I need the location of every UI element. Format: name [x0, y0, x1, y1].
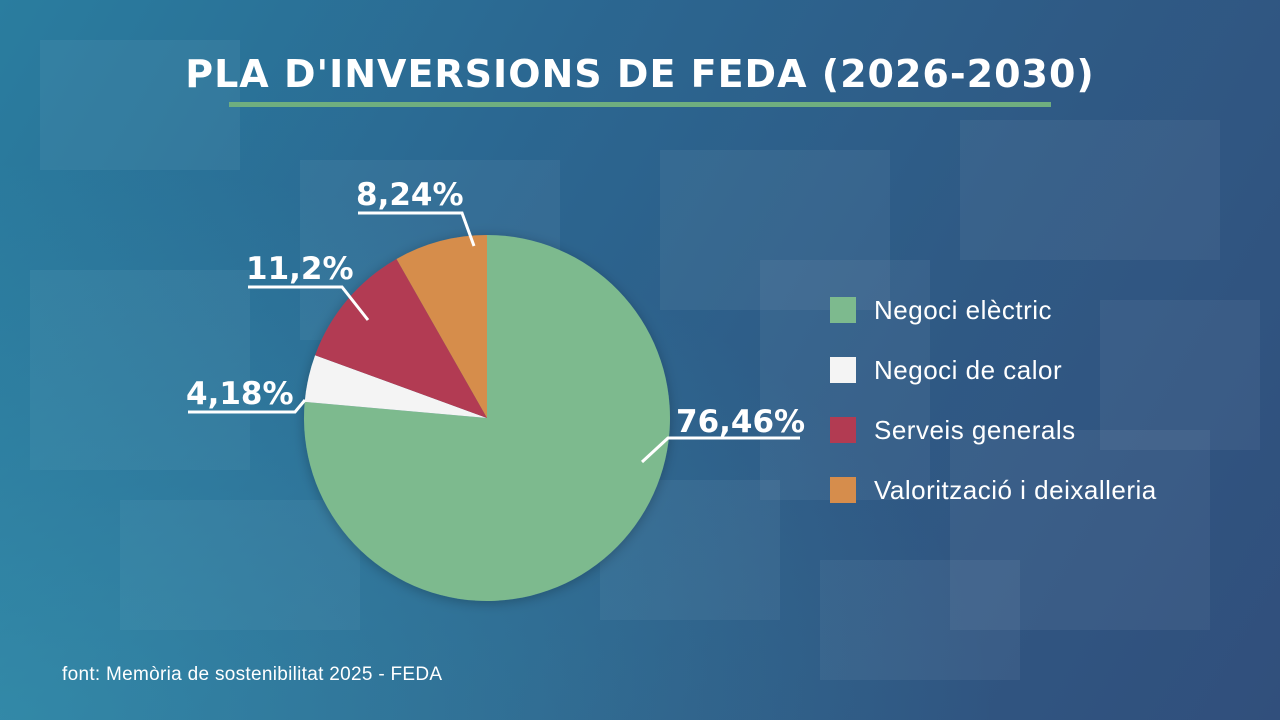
title-underline: [229, 102, 1051, 107]
leader-line: [640, 436, 800, 464]
legend-item-serveis-generals: Serveis generals: [830, 400, 1157, 460]
legend-swatch: [830, 417, 856, 443]
legend-swatch: [830, 477, 856, 503]
legend-item-negoci-electric: Negoci elèctric: [830, 280, 1157, 340]
legend-item-negoci-de-calor: Negoci de calor: [830, 340, 1157, 400]
leader-line: [358, 211, 476, 247]
chart-title: PLA D'INVERSIONS DE FEDA (2026-2030): [185, 52, 1095, 96]
pie-slice: [396, 235, 487, 418]
legend-label: Negoci elèctric: [874, 294, 1053, 325]
legend-label: Negoci de calor: [874, 354, 1063, 385]
legend-swatch: [830, 297, 856, 323]
data-label: 8,24%: [356, 177, 464, 213]
leader-line: [188, 399, 307, 414]
legend-label: Serveis generals: [874, 414, 1076, 445]
source-note: font: Memòria de sostenibilitat 2025 - F…: [62, 664, 443, 685]
legend: Negoci elèctric Negoci de calor Serveis …: [830, 280, 1157, 520]
pie-slice: [304, 355, 487, 418]
legend-item-valoritzacio: Valorització i deixalleria: [830, 460, 1157, 520]
legend-swatch: [830, 357, 856, 383]
pie-slice: [315, 258, 487, 418]
data-label: 4,18%: [186, 376, 294, 412]
leader-line: [248, 285, 370, 321]
data-label: 11,2%: [246, 251, 354, 287]
data-label: 76,46%: [676, 404, 805, 440]
legend-label: Valorització i deixalleria: [874, 474, 1157, 505]
